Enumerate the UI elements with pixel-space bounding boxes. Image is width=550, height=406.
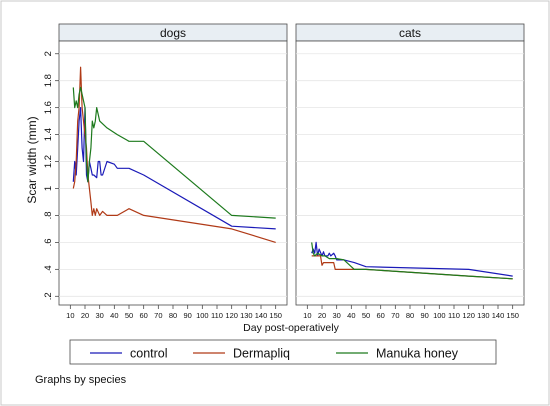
x-tick-label: 70 [391,311,399,320]
legend-label-dermapliq: Dermapliq [233,347,290,361]
x-tick-label: 70 [154,311,162,320]
panel-cats-series [311,241,513,280]
legend: control Dermapliq Manuka honey [69,339,497,365]
panel-dogs-y-ticks: .2 .4 .6 .8 1 1.2 1.4 1.6 1.8 2 [43,51,59,300]
x-tick-label: 10 [66,311,74,320]
y-tick-label: 1.2 [43,155,54,168]
y-tick-label: .8 [43,211,54,219]
x-tick-label: 80 [406,311,414,320]
panel-cats-plot-area [295,40,525,306]
x-tick-label: 40 [110,311,118,320]
x-tick-label: 120 [225,311,238,320]
x-axis-ticks: 10 20 30 40 50 60 70 80 90 100 110 120 130 140 150 10 20… [66,305,519,320]
x-tick-label: 20 [81,311,89,320]
y-tick-label: 1.4 [43,128,54,141]
legend-label-manuka-honey: Manuka honey [376,347,459,361]
x-tick-label: 60 [139,311,147,320]
x-tick-label: 90 [183,311,191,320]
x-tick-label: 140 [255,311,268,320]
y-tick-label: 2 [43,51,54,56]
panel-dogs-grid [59,53,287,297]
x-tick-label: 100 [196,311,209,320]
y-tick-label: .4 [43,265,54,273]
x-tick-label: 50 [362,311,370,320]
series-line-cats-manuka-honey [311,242,513,280]
x-tick-label: 150 [269,311,282,320]
panel-dogs-title: dogs [160,26,186,40]
x-tick-label: 60 [376,311,384,320]
legend-box [69,339,497,365]
series-line-dogs-manuka-honey [72,86,276,219]
panel-cats-title: cats [399,26,421,40]
x-tick-label: 140 [492,311,505,320]
panel-cats-grid [296,53,524,297]
y-tick-label: .2 [43,292,54,300]
x-tick-label: 130 [240,311,253,320]
y-tick-label: 1.6 [43,101,54,114]
x-tick-label: 130 [477,311,490,320]
x-tick-label: 110 [448,311,460,320]
x-tick-label: 90 [420,311,428,320]
x-tick-label: 50 [125,311,133,320]
x-tick-label: 30 [332,311,340,320]
series-line-dogs-dermapliq [72,66,276,243]
y-tick-label: 1 [43,186,54,191]
x-tick-label: 110 [211,311,223,320]
y-tick-label: .6 [43,238,54,246]
x-tick-label: 20 [318,311,326,320]
legend-label-control: control [130,347,168,361]
panel-dogs-series [72,66,276,243]
x-tick-label: 10 [303,311,311,320]
x-axis-label: Day post-operatively [243,322,339,334]
series-line-cats-control [311,241,513,277]
panel-cats: cats [295,23,525,306]
panel-dogs: dogs .2 .4 .6 .8 1 1.2 1.4 1.6 1.8 2 [43,23,288,306]
x-tick-label: 30 [95,311,103,320]
graphs-by-note: Graphs by species [35,374,127,386]
x-tick-label: 40 [347,311,355,320]
series-line-dogs-control [72,106,276,230]
x-tick-label: 100 [433,311,446,320]
y-axis-label: Scar width (mm) [25,116,39,203]
x-tick-label: 150 [506,311,519,320]
x-tick-label: 80 [169,311,177,320]
y-tick-label: 1.8 [43,74,54,87]
x-tick-label: 120 [462,311,475,320]
